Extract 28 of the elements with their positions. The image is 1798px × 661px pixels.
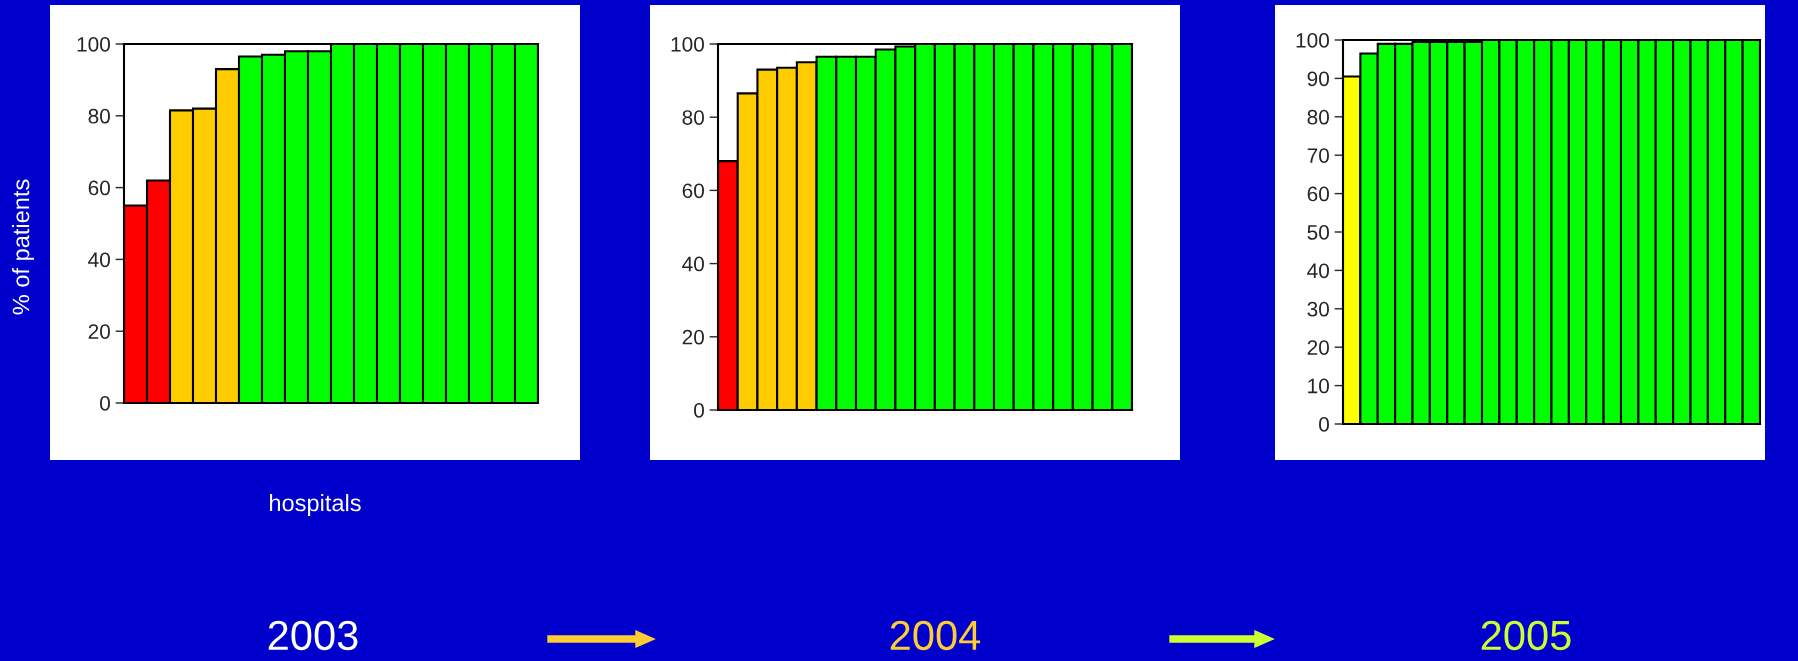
text: 2004: [890, 620, 981, 651]
y-tick-label: 40: [682, 256, 704, 272]
y-tick-label: 80: [88, 108, 110, 124]
y-tick-label: 60: [682, 183, 704, 199]
y-tick-label: 40: [1307, 263, 1329, 279]
y-axis-title: % of patients: [12, 179, 34, 315]
y-tick-label: 100: [671, 37, 704, 52]
y-tick-label: 90: [1307, 71, 1329, 87]
y-tick-label: 0: [100, 396, 110, 411]
y-tick-label: 40: [88, 252, 110, 268]
y-tick-label: 20: [682, 329, 704, 345]
y-tick-label: 20: [1307, 340, 1329, 355]
y-tick-label: 0: [694, 403, 704, 418]
y-tick-label: 60: [88, 180, 110, 196]
text: 2005: [1481, 620, 1571, 651]
x-axis-title: hospitals: [270, 493, 361, 516]
y-tick-label: 80: [682, 110, 704, 125]
y-tick-label: 100: [1296, 33, 1329, 48]
y-tick-label: 60: [1307, 186, 1329, 202]
y-tick-label: 30: [1307, 301, 1329, 317]
y-tick-label: 80: [1307, 109, 1329, 125]
y-tick-label: 20: [88, 324, 110, 339]
y-tick-label: 50: [1307, 225, 1329, 240]
y-tick-label: 100: [77, 37, 110, 52]
y-tick-label: 0: [1319, 417, 1329, 432]
y-tick-label: 10: [1308, 378, 1329, 394]
y-tick-label: 70: [1307, 148, 1329, 163]
text: 2003: [268, 620, 358, 651]
